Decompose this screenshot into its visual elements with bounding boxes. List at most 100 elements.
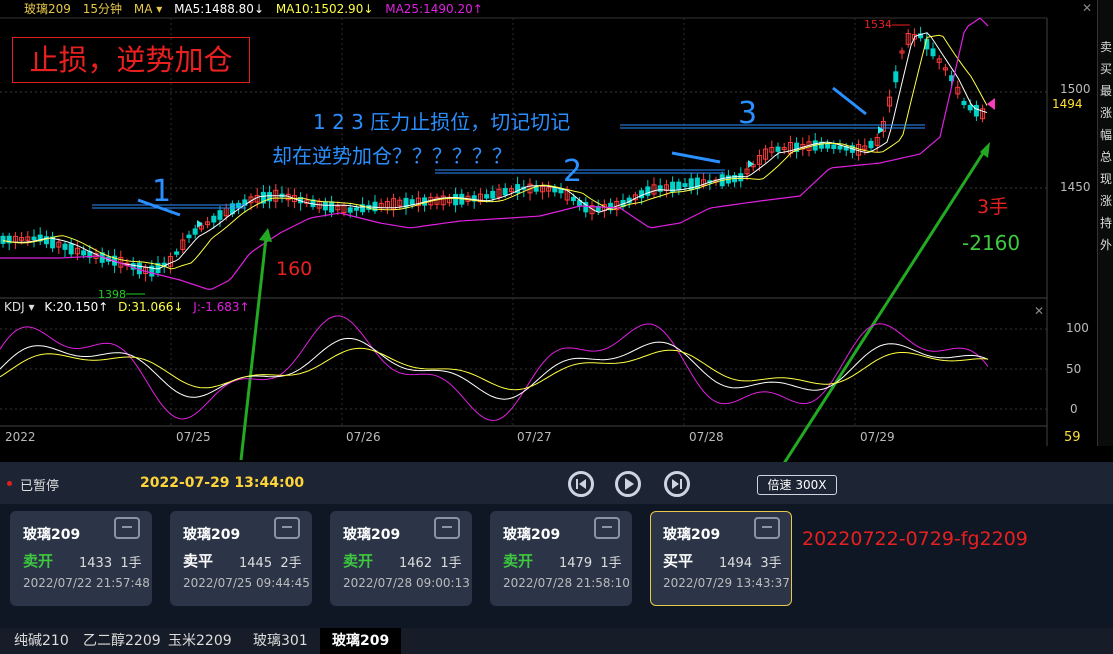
candlestick [415, 197, 421, 207]
trade-card[interactable]: 玻璃209 卖开 1462 1手 2022/07/28 09:00:13 [330, 511, 472, 606]
chart-area[interactable]: 玻璃209 15分钟 MA ▾ MA5:1488.80↓ MA10:1502.9… [0, 0, 1113, 462]
candlestick [967, 104, 973, 111]
trade-price-qty: 1479 1手 [559, 552, 622, 571]
candlestick [756, 154, 762, 165]
annotation-profit: 160 [276, 258, 313, 280]
comment-icon[interactable] [434, 517, 460, 539]
trade-symbol: 玻璃209 [343, 527, 401, 543]
candlestick [68, 243, 74, 255]
kdj-header: KDJ ▾ K:20.150↑ D:31.066↓ J:-1.683↑ [4, 300, 250, 314]
candlestick [980, 108, 986, 120]
candlestick [149, 265, 155, 277]
kdj-label-50: 50 [1066, 362, 1082, 376]
comment-icon[interactable] [114, 517, 140, 539]
candlestick [453, 193, 459, 206]
trade-card[interactable]: 玻璃209 卖平 1445 2手 2022/07/25 09:44:45 [170, 511, 312, 606]
trade-card[interactable]: 玻璃209 卖开 1479 1手 2022/07/28 21:58:10 [490, 511, 632, 606]
candlestick [440, 195, 446, 206]
tab-symbol[interactable]: 玻璃301 [253, 633, 308, 649]
candlestick [552, 187, 558, 193]
annotation-number-3: 3 [738, 96, 758, 131]
comment-icon[interactable] [594, 517, 620, 539]
trade-time: 2022/07/29 13:43:37 [663, 576, 790, 590]
trade-time: 2022/07/22 21:57:48 [23, 576, 150, 590]
annotation-lots: 3手 [977, 196, 1009, 218]
kdj-j-line [0, 315, 989, 421]
candlestick [198, 225, 204, 230]
trade-price-qty: 1433 1手 [79, 552, 142, 571]
trade-qty: 2手 [280, 556, 302, 571]
replay-datetime: 2022-07-29 13:44:00 [140, 475, 305, 491]
comment-icon[interactable] [754, 517, 780, 539]
kdj-j-value: J:-1.683↑ [193, 300, 250, 314]
side-panel-item: 持 [1099, 216, 1112, 230]
candlestick [955, 86, 961, 95]
trade-card-selected[interactable]: 玻璃209 买平 1494 3手 2022/07/29 13:43:37 [650, 511, 792, 606]
candlestick [496, 188, 502, 198]
candlestick [192, 228, 198, 235]
candlestick [502, 188, 508, 196]
annotation-loss: -2160 [962, 231, 1021, 255]
price-chart[interactable] [0, 0, 1113, 462]
candlestick [794, 142, 800, 153]
candlestick [25, 236, 31, 241]
kdj-d-value: D:31.066↓ [118, 300, 184, 314]
tab-symbol-active[interactable]: 玻璃209 [320, 628, 402, 654]
kdj-close-icon[interactable]: ✕ [1034, 304, 1045, 318]
candlestick [236, 202, 242, 209]
step-back-button[interactable] [568, 471, 594, 497]
ma-selector[interactable]: MA ▾ [133, 2, 163, 16]
candlestick [539, 185, 545, 193]
candlestick [329, 201, 335, 213]
side-panel-item: 现 [1099, 172, 1112, 186]
annotation-number-2: 2 [563, 154, 583, 189]
candlestick [583, 202, 589, 213]
candlestick [360, 204, 366, 213]
close-icon[interactable]: ✕ [1082, 1, 1093, 15]
price-label-1500: 1500 [1060, 82, 1091, 96]
trade-action: 卖开 [23, 552, 54, 570]
trade-card[interactable]: 玻璃209 卖开 1433 1手 2022/07/22 21:57:48 [10, 511, 152, 606]
candlestick [868, 140, 874, 149]
header-period[interactable]: 15分钟 [82, 2, 123, 16]
header-symbol: 玻璃209 [24, 2, 71, 16]
candlestick [434, 196, 440, 205]
candlestick [657, 185, 663, 192]
trade-price: 1494 [719, 556, 753, 571]
date-label: 07/26 [346, 430, 381, 444]
speed-button[interactable]: 倍速 300X [757, 475, 837, 495]
trade-price: 1433 [79, 556, 113, 571]
step-back-icon [576, 479, 586, 489]
side-panel-item: 幅 [1099, 128, 1112, 142]
candlestick [701, 179, 707, 186]
indicator-header: 玻璃209 15分钟 MA ▾ MA5:1488.80↓ MA10:1502.9… [0, 0, 1095, 18]
candlestick [837, 145, 843, 150]
pointer-arrow [671, 151, 721, 164]
candlestick [546, 187, 552, 192]
candlestick [831, 144, 837, 149]
tab-symbol[interactable]: 纯碱210 [14, 633, 69, 649]
ma10-line [2, 34, 988, 270]
date-label: 07/27 [517, 430, 552, 444]
kdj-selector[interactable]: KDJ ▾ [4, 300, 35, 314]
candlestick [887, 96, 893, 107]
tab-symbol[interactable]: 乙二醇2209 [83, 633, 161, 649]
signal-marker [748, 160, 754, 168]
step-forward-button[interactable] [664, 471, 690, 497]
candlestick [905, 33, 911, 45]
play-button[interactable] [615, 471, 641, 497]
trade-action: 买平 [663, 552, 694, 570]
trade-symbol: 玻璃209 [503, 527, 561, 543]
quote-side-panel[interactable]: 卖 买 最 涨 幅 总 现 涨 持 外 [1097, 0, 1113, 446]
tab-symbol[interactable]: 玉米2209 [168, 633, 232, 649]
candlestick [508, 188, 514, 193]
trade-qty: 1手 [440, 556, 462, 571]
candlestick [205, 221, 211, 226]
trade-symbol: 玻璃209 [183, 527, 241, 543]
candlestick [74, 247, 80, 255]
trade-symbol: 玻璃209 [663, 527, 721, 543]
candlestick [769, 146, 775, 153]
symbol-tab-bar: 纯碱210 乙二醇2209 玉米2209 玻璃301 玻璃209 [0, 628, 1113, 654]
comment-icon[interactable] [274, 517, 300, 539]
candlestick [484, 194, 490, 199]
